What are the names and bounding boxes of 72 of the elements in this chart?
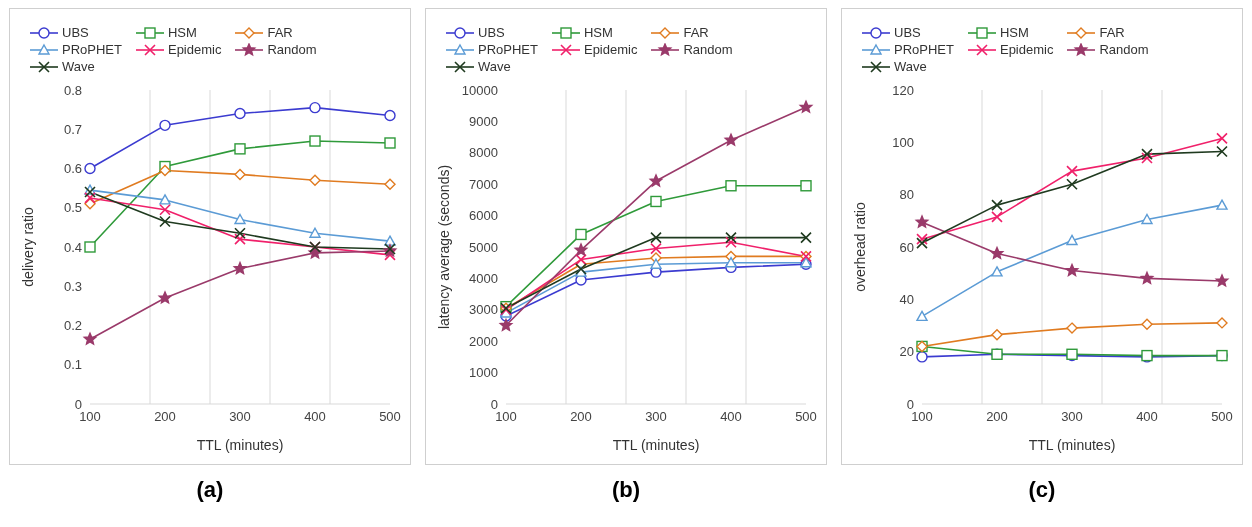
y-tick-label: 0.3 (63, 278, 82, 294)
x-tick-label: 200 (570, 409, 592, 425)
x-axis-title: TTL (minutes) (612, 437, 700, 453)
y-tick-label: 80 (899, 187, 914, 203)
y-tick-label: 0.5 (63, 200, 82, 216)
y-tick-label: 4000 (469, 271, 498, 287)
y-tick-label: 120 (892, 82, 914, 98)
y-tick-label: 2000 (469, 333, 498, 349)
x-axis-title: TTL (minutes) (196, 437, 284, 453)
y-axis-title: latency average (seconds) (435, 164, 452, 330)
legend-label: UBS (62, 25, 89, 40)
x-tick-label: 200 (154, 409, 176, 425)
y-tick-label: 3000 (469, 302, 498, 318)
legend-label: HSM (167, 25, 197, 40)
text: (c) (1028, 477, 1056, 503)
y-tick-label: 0.4 (63, 239, 82, 255)
legend-label: FAR (1099, 25, 1125, 40)
legend-label: Random (1099, 42, 1149, 57)
x-tick-label: 400 (1136, 409, 1158, 425)
legend-label: PRoPHET (62, 42, 122, 57)
legend-label: Random (267, 42, 317, 57)
legend-label: PRoPHET (894, 42, 954, 57)
y-tick-label: 6000 (469, 208, 498, 224)
x-tick-label: 300 (229, 409, 251, 425)
text: (b) (611, 477, 641, 503)
y-tick-label: 40 (899, 291, 914, 307)
legend-label: Random (683, 42, 733, 57)
y-tick-label: 20 (899, 344, 914, 360)
y-tick-label: 0.8 (63, 82, 82, 98)
y-tick-label: 0 (906, 396, 914, 412)
legend-label: FAR (267, 25, 293, 40)
y-tick-label: 1000 (469, 365, 498, 381)
y-tick-label: 0.1 (63, 357, 82, 373)
x-axis-title: TTL (minutes) (1028, 437, 1116, 453)
y-axis-title: overhead ratio (851, 202, 868, 292)
x-tick-label: 100 (79, 409, 101, 425)
x-tick-label: 100 (911, 409, 933, 425)
x-tick-label: 300 (645, 409, 667, 425)
legend-label: Wave (894, 59, 927, 74)
x-tick-label: 400 (304, 409, 326, 425)
y-tick-label: 100 (892, 134, 914, 150)
x-tick-label: 300 (1061, 409, 1083, 425)
y-tick-label: 0.6 (63, 161, 82, 177)
text: (a) (196, 477, 224, 503)
legend-label: PRoPHET (478, 42, 538, 57)
y-tick-label: 0 (490, 396, 498, 412)
y-axis-title: delivery ratio (19, 207, 36, 287)
legend-label: FAR (683, 25, 709, 40)
legend-label: Wave (62, 59, 95, 74)
y-tick-label: 0 (74, 396, 82, 412)
y-tick-label: 0.7 (63, 121, 82, 137)
legend-label: Wave (478, 59, 511, 74)
legend-label: Epidemic (583, 42, 638, 57)
x-tick-label: 100 (495, 409, 517, 425)
y-tick-label: 8000 (469, 145, 498, 161)
x-tick-label: 200 (986, 409, 1008, 425)
x-tick-label: 500 (379, 409, 401, 425)
legend-label: Epidemic (999, 42, 1054, 57)
y-tick-label: 5000 (469, 239, 498, 255)
y-tick-label: 9000 (469, 114, 498, 130)
legend-label: UBS (894, 25, 921, 40)
x-tick-label: 500 (795, 409, 817, 425)
y-tick-label: 60 (899, 239, 914, 255)
x-tick-label: 500 (1211, 409, 1233, 425)
legend-label: Epidemic (167, 42, 222, 57)
x-tick-label: 400 (720, 409, 742, 425)
legend-label: HSM (583, 25, 613, 40)
legend-label: HSM (999, 25, 1029, 40)
y-tick-label: 7000 (469, 176, 498, 192)
legend-label: UBS (478, 25, 505, 40)
y-tick-label: 0.2 (63, 318, 82, 334)
y-tick-label: 10000 (461, 82, 498, 98)
